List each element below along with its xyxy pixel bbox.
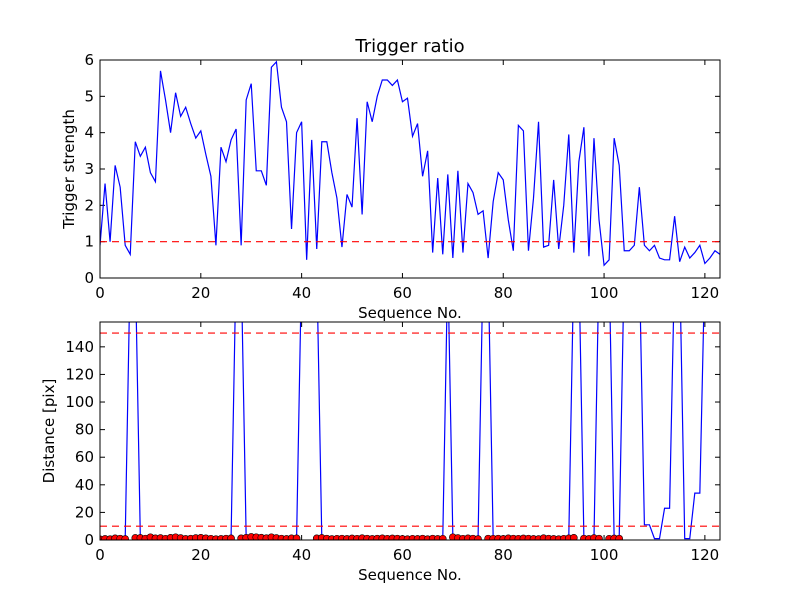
top-x-tick-label: 40 bbox=[292, 284, 311, 302]
distance-marker-point bbox=[121, 535, 130, 540]
top-x-tick-label: 20 bbox=[191, 284, 210, 302]
top-y-tick-label: 6 bbox=[84, 51, 94, 69]
bottom-x-tick-label: 40 bbox=[292, 546, 311, 564]
distance-marker-point bbox=[474, 535, 482, 540]
distance-marker-point bbox=[615, 534, 623, 540]
bottom-x-axis-label: Sequence No. bbox=[358, 566, 462, 584]
distance-marker-point bbox=[227, 534, 235, 540]
distance-marker-point bbox=[570, 533, 578, 540]
top-x-tick-label: 100 bbox=[590, 284, 619, 302]
bottom-axis-ticks: 0 20 40 60 80 100 120 0 20 40 60 80 100 120 140 bbox=[65, 322, 720, 564]
top-y-tick-label: 3 bbox=[84, 160, 94, 178]
bottom-x-tick-label: 100 bbox=[590, 546, 619, 564]
top-y-tick-label: 4 bbox=[84, 124, 94, 142]
bottom-x-tick-label: 80 bbox=[494, 546, 513, 564]
top-y-tick-label: 2 bbox=[84, 196, 94, 214]
distance-marker-point bbox=[438, 534, 447, 540]
top-x-tick-label: 80 bbox=[494, 284, 513, 302]
bottom-plot-area bbox=[100, 322, 720, 540]
bottom-x-tick-label: 20 bbox=[191, 546, 210, 564]
top-axes-frame bbox=[99, 59, 721, 279]
bottom-y-tick-label: 60 bbox=[75, 448, 94, 466]
bottom-y-tick-label: 120 bbox=[65, 365, 94, 383]
top-x-axis-label: Sequence No. bbox=[358, 304, 462, 322]
bottom-y-axis-label: Distance [pix] bbox=[40, 379, 58, 484]
distance-chart: 0 20 40 60 80 100 120 0 20 40 60 80 100 120 140 Sequen… bbox=[40, 321, 721, 584]
bottom-axes-frame bbox=[99, 321, 721, 541]
top-x-tick-label: 120 bbox=[691, 284, 720, 302]
top-x-tick-label: 0 bbox=[95, 284, 105, 302]
trigger-ratio-chart: Trigger ratio 0 20 40 60 80 100 120 0 1 2 3 4 5 6 Seq… bbox=[60, 36, 721, 322]
top-y-axis-label: Trigger strength bbox=[60, 109, 78, 230]
chart-title: Trigger ratio bbox=[354, 36, 464, 57]
bottom-y-tick-label: 0 bbox=[84, 531, 94, 549]
bottom-y-tick-label: 40 bbox=[75, 476, 94, 494]
bottom-x-tick-label: 0 bbox=[95, 546, 105, 564]
top-x-tick-label: 60 bbox=[393, 284, 412, 302]
top-y-tick-label: 1 bbox=[84, 233, 94, 251]
top-y-tick-label: 0 bbox=[84, 269, 94, 287]
bottom-x-tick-label: 60 bbox=[393, 546, 412, 564]
top-y-tick-label: 5 bbox=[84, 87, 94, 105]
bottom-y-tick-label: 100 bbox=[65, 393, 94, 411]
bottom-y-tick-label: 20 bbox=[75, 503, 94, 521]
distance-marker-point bbox=[595, 534, 603, 540]
top-axis-ticks: 0 20 40 60 80 100 120 0 1 2 3 4 5 6 bbox=[84, 51, 720, 302]
bottom-y-tick-label: 80 bbox=[75, 421, 94, 439]
distance-marker-point bbox=[292, 534, 301, 540]
trigger-strength-line bbox=[100, 60, 720, 267]
bottom-y-tick-label: 140 bbox=[65, 338, 94, 356]
top-plot-area bbox=[100, 60, 720, 267]
bottom-x-tick-label: 120 bbox=[691, 546, 720, 564]
